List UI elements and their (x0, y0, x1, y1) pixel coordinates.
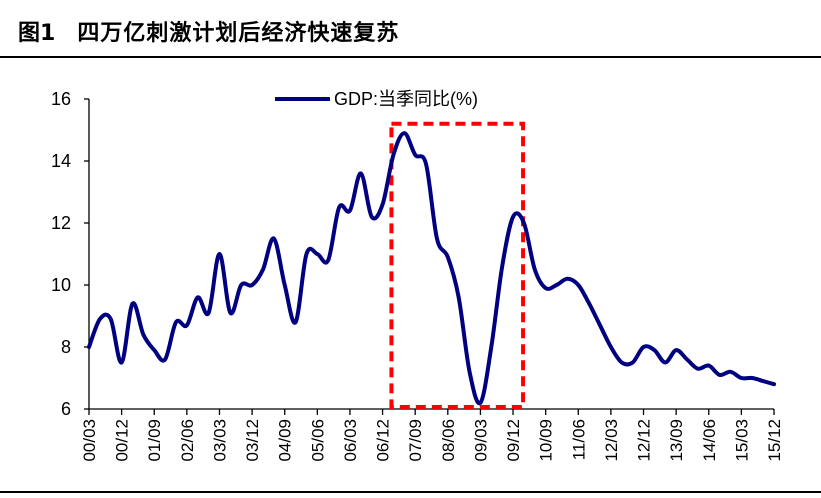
x-tick-label: 09/03 (471, 419, 490, 462)
x-tick-label: 12/03 (602, 419, 621, 462)
x-tick-label: 02/06 (178, 419, 197, 462)
x-tick-label: 13/09 (667, 419, 686, 462)
y-tick-label: 8 (61, 337, 71, 357)
y-tick-label: 12 (51, 213, 71, 233)
figure-title-text: 四万亿刺激计划后经济快速复苏 (77, 21, 400, 46)
x-tick-label: 12/12 (635, 419, 654, 462)
y-tick-label: 14 (51, 151, 71, 171)
x-tick-label: 15/03 (732, 419, 751, 462)
legend: GDP:当季同比(%) (275, 89, 478, 109)
y-tick-label: 6 (61, 399, 71, 419)
y-axis: 6 8 10 12 14 16 (51, 89, 90, 419)
x-tick-label: 07/09 (406, 419, 425, 462)
legend-label: GDP:当季同比(%) (334, 89, 478, 109)
x-tick-label: 15/12 (765, 419, 784, 462)
x-tick-label: 14/06 (700, 419, 719, 462)
y-tick-label: 10 (51, 275, 71, 295)
x-tick-label: 06/12 (374, 419, 393, 462)
x-tick-label: 04/09 (276, 419, 295, 462)
highlight-region (389, 121, 526, 410)
x-tick-label: 10/09 (537, 419, 556, 462)
x-tick-label: 03/12 (243, 419, 262, 462)
y-tick-label: 16 (51, 89, 71, 109)
figure-title: 图1 四万亿刺激计划后经济快速复苏 (18, 14, 399, 48)
figure-label: 图1 (18, 21, 56, 46)
x-tick-label: 09/12 (504, 419, 523, 462)
x-tick-label: 05/06 (308, 419, 327, 462)
highlight-box (389, 121, 526, 410)
x-tick-label: 08/06 (439, 419, 458, 462)
top-rule (0, 56, 821, 58)
x-axis: 00/03 00/12 01/09 02/06 03/03 03/12 04/09 05/06… (80, 408, 784, 462)
x-tick-label: 01/09 (145, 419, 164, 462)
x-tick-label: 00/03 (80, 419, 99, 462)
x-tick-label: 00/12 (113, 419, 132, 462)
x-tick-label: 06/03 (341, 419, 360, 462)
series-layer (87, 131, 776, 406)
x-tick-label: 11/06 (569, 419, 588, 460)
bottom-rule (0, 491, 821, 493)
series-line-gdp (87, 131, 776, 406)
x-tick-label: 03/03 (210, 419, 229, 462)
